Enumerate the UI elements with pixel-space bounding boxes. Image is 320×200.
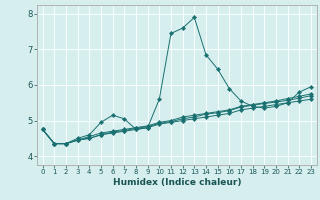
X-axis label: Humidex (Indice chaleur): Humidex (Indice chaleur) — [113, 178, 241, 187]
